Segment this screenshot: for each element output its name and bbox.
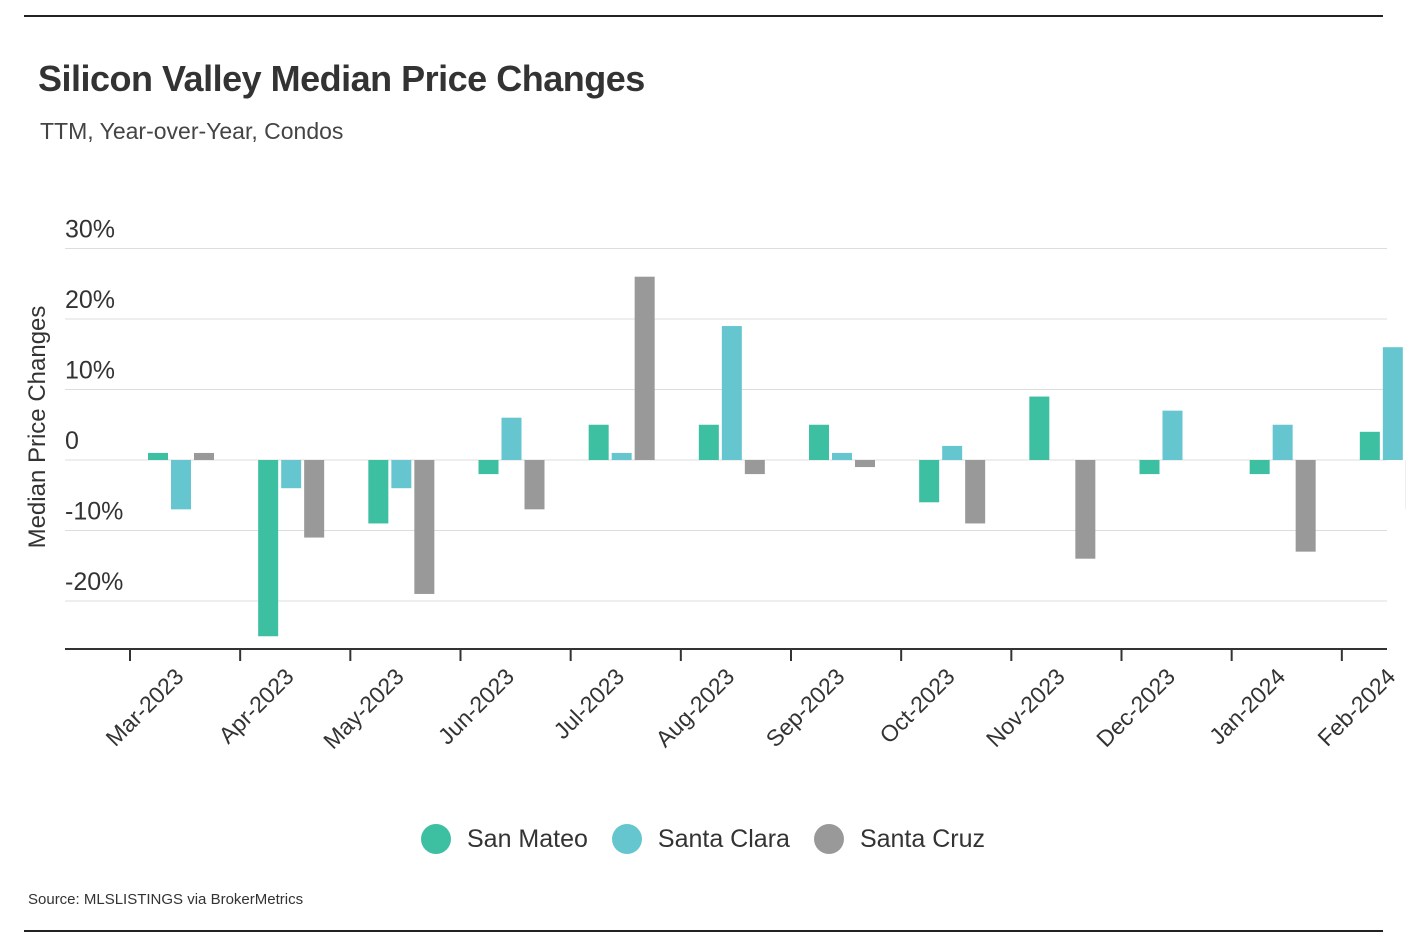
x-tick-label: Sep-2023: [761, 663, 850, 752]
x-tick-label: Nov-2023: [981, 663, 1070, 752]
bar-santa-clara: [281, 460, 302, 489]
bar-santa-cruz: [414, 460, 435, 594]
bottom-rule: [24, 930, 1383, 932]
x-tick-label: May-2023: [318, 663, 409, 754]
y-axis-ticks: 30% 20% 10% 0 -10% -20%: [65, 216, 123, 597]
bar-san-mateo: [478, 460, 499, 475]
y-tick-label: 20%: [65, 286, 115, 314]
bar-san-mateo: [809, 424, 829, 460]
x-axis: Mar-2023 Apr-2023 May-2023 Jun-2023 Jul-2023…: [65, 648, 1401, 754]
chart-title: Silicon Valley Median Price Changes: [38, 58, 645, 99]
x-tick-label: Dec-2023: [1091, 663, 1180, 752]
x-tick-label: Aug-2023: [650, 663, 739, 752]
bar-santa-clara: [1272, 424, 1293, 460]
legend-item-santa-clara: Santa Clara: [611, 824, 790, 854]
bar-san-mateo: [258, 460, 279, 637]
y-tick-label: 10%: [65, 357, 115, 385]
legend-label: Santa Cruz: [859, 824, 985, 853]
bar-san-mateo: [1139, 460, 1160, 475]
chart-subtitle: TTM, Year-over-Year, Condos: [40, 118, 344, 144]
legend-label: Santa Clara: [657, 824, 790, 853]
bar-santa-cruz: [304, 460, 325, 538]
bar-santa-clara: [832, 452, 852, 460]
y-tick-label: -20%: [65, 568, 123, 596]
bar-santa-clara: [721, 326, 742, 460]
top-rule: [24, 15, 1383, 17]
x-tick-label: Jul-2023: [548, 663, 629, 744]
legend-item-san-mateo: San Mateo: [420, 824, 588, 854]
bar-santa-cruz: [965, 460, 986, 524]
bar-santa-clara: [611, 452, 632, 460]
bar-san-mateo: [919, 460, 940, 503]
bar-santa-cruz: [744, 460, 765, 475]
y-tick-label: -10%: [65, 498, 123, 526]
legend: San Mateo Santa Clara Santa Cruz: [0, 824, 1406, 854]
bar-san-mateo: [1359, 431, 1380, 460]
y-axis-label: Median Price Changes: [24, 306, 51, 549]
x-tick-label: Jan-2024: [1204, 663, 1290, 749]
legend-swatch: [611, 824, 642, 854]
bars: [148, 276, 1406, 637]
legend-swatch: [813, 824, 844, 854]
y-tick-label: 30%: [65, 216, 115, 244]
bar-san-mateo: [1029, 396, 1050, 460]
x-tick-label: Mar-2023: [101, 663, 189, 751]
bar-santa-cruz: [524, 460, 545, 510]
legend-label: San Mateo: [466, 824, 588, 853]
x-tick-label: Jun-2023: [433, 663, 519, 749]
x-tick-label: Feb-2024: [1312, 663, 1400, 751]
bar-san-mateo: [588, 424, 609, 460]
bar-santa-cruz: [1295, 460, 1316, 552]
bar-santa-clara: [171, 460, 191, 510]
bar-chart: 30%20%10%0-10%-20% Median Price Changes …: [24, 216, 1406, 754]
bar-santa-cruz: [855, 460, 875, 468]
x-tick-label: Oct-2023: [874, 663, 959, 748]
bar-san-mateo: [368, 460, 389, 524]
bar-san-mateo: [698, 424, 719, 460]
bar-santa-cruz: [194, 452, 214, 460]
bar-santa-cruz: [634, 276, 655, 460]
bar-san-mateo: [148, 452, 168, 460]
source-note: Source: MLSLISTINGS via BrokerMetrics: [28, 891, 304, 908]
bar-santa-cruz: [1075, 460, 1096, 559]
legend-item-santa-cruz: Santa Cruz: [813, 824, 985, 854]
legend-swatch: [420, 824, 451, 854]
bar-san-mateo: [1249, 460, 1270, 475]
x-tick-label: Apr-2023: [213, 663, 298, 748]
bar-santa-clara: [1382, 347, 1403, 460]
bar-santa-clara: [391, 460, 412, 489]
bar-santa-clara: [942, 445, 963, 460]
y-tick-label: 0: [65, 427, 79, 455]
bar-santa-clara: [501, 417, 522, 460]
bar-santa-clara: [1162, 410, 1183, 460]
